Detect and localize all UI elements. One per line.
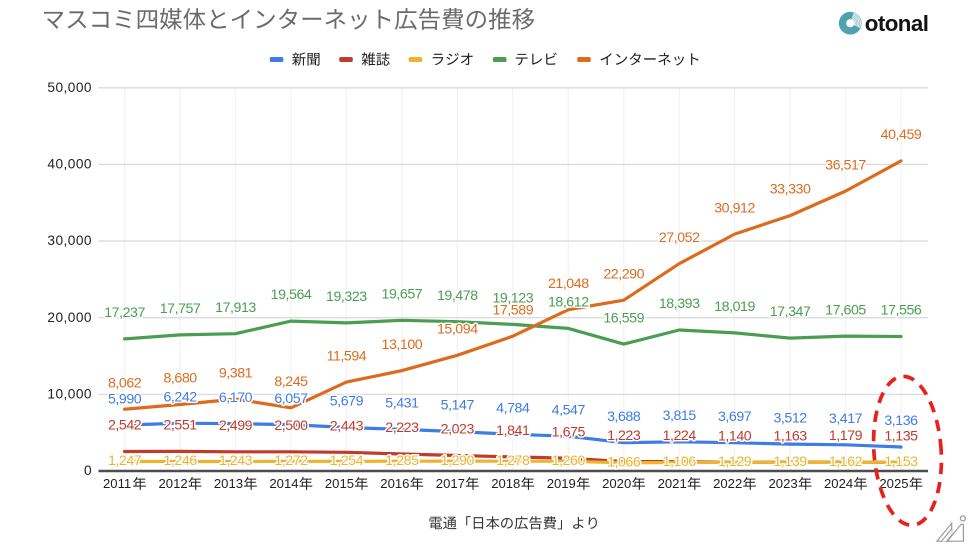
- svg-text:17,589: 17,589: [492, 302, 533, 318]
- svg-text:8,680: 8,680: [163, 371, 197, 387]
- svg-text:5,147: 5,147: [441, 398, 475, 414]
- svg-text:18,393: 18,393: [659, 296, 700, 312]
- svg-text:2024: 2024: [824, 476, 853, 491]
- svg-text:3,136: 3,136: [884, 413, 918, 429]
- svg-text:18,612: 18,612: [548, 295, 589, 311]
- svg-text:1,246: 1,246: [163, 453, 197, 469]
- svg-text:18,019: 18,019: [714, 299, 755, 315]
- svg-text:17,913: 17,913: [215, 300, 256, 316]
- svg-text:33,330: 33,330: [770, 182, 811, 198]
- svg-text:2014: 2014: [269, 476, 298, 491]
- svg-text:1,290: 1,290: [441, 453, 475, 469]
- svg-text:5,431: 5,431: [385, 396, 419, 412]
- svg-text:1,223: 1,223: [607, 428, 641, 444]
- svg-text:3,512: 3,512: [773, 410, 807, 426]
- svg-text:1,179: 1,179: [829, 428, 863, 444]
- svg-text:1,247: 1,247: [108, 453, 142, 469]
- svg-text:2,023: 2,023: [441, 422, 475, 438]
- svg-text:1,675: 1,675: [552, 424, 586, 440]
- svg-text:13,100: 13,100: [382, 337, 423, 353]
- svg-text:40,459: 40,459: [881, 127, 922, 143]
- svg-text:17,556: 17,556: [881, 303, 922, 319]
- svg-text:2016: 2016: [380, 476, 409, 491]
- svg-text:11,594: 11,594: [327, 348, 367, 364]
- svg-text:19,478: 19,478: [437, 288, 478, 304]
- svg-text:2015: 2015: [325, 476, 354, 491]
- svg-text:2,223: 2,223: [385, 420, 419, 436]
- svg-text:1,129: 1,129: [718, 454, 752, 470]
- svg-text:27,052: 27,052: [659, 230, 700, 246]
- svg-text:17,605: 17,605: [825, 302, 866, 318]
- svg-text:50,000: 50,000: [47, 80, 92, 95]
- svg-text:4,784: 4,784: [496, 401, 530, 417]
- svg-text:1,106: 1,106: [663, 454, 697, 470]
- svg-text:2019: 2019: [547, 476, 576, 491]
- svg-text:1,140: 1,140: [718, 428, 752, 444]
- svg-text:1,162: 1,162: [829, 454, 863, 470]
- svg-text:10,000: 10,000: [47, 387, 92, 402]
- svg-text:5,990: 5,990: [108, 391, 142, 407]
- svg-text:1,224: 1,224: [663, 428, 697, 444]
- svg-text:3,815: 3,815: [663, 408, 697, 424]
- svg-text:3,417: 3,417: [829, 411, 863, 427]
- svg-text:2012: 2012: [159, 476, 188, 491]
- svg-text:3,697: 3,697: [718, 409, 752, 425]
- svg-text:6,057: 6,057: [274, 391, 308, 407]
- svg-text:15,094: 15,094: [437, 322, 478, 338]
- svg-text:40,000: 40,000: [47, 157, 92, 172]
- svg-text:1,163: 1,163: [773, 428, 807, 444]
- svg-text:9,381: 9,381: [219, 365, 253, 381]
- svg-text:2021: 2021: [658, 476, 687, 491]
- svg-text:1,841: 1,841: [496, 423, 530, 439]
- svg-text:16,559: 16,559: [603, 310, 644, 326]
- svg-text:2,443: 2,443: [330, 419, 364, 435]
- svg-text:19,123: 19,123: [492, 291, 533, 307]
- svg-text:2020: 2020: [602, 476, 631, 491]
- svg-text:8,245: 8,245: [274, 374, 308, 390]
- svg-text:2,542: 2,542: [108, 418, 142, 434]
- svg-text:20,000: 20,000: [47, 310, 92, 325]
- svg-text:2,500: 2,500: [274, 418, 308, 434]
- svg-text:2025: 2025: [879, 476, 908, 491]
- svg-text:1,153: 1,153: [884, 454, 918, 470]
- svg-text:6,242: 6,242: [163, 389, 197, 405]
- svg-text:36,517: 36,517: [825, 157, 866, 173]
- svg-text:8,062: 8,062: [108, 375, 142, 391]
- svg-text:30,000: 30,000: [47, 233, 92, 248]
- svg-text:22,290: 22,290: [603, 266, 644, 282]
- svg-text:1,243: 1,243: [219, 453, 253, 469]
- svg-text:17,757: 17,757: [160, 301, 201, 317]
- svg-text:2,551: 2,551: [163, 418, 197, 434]
- svg-text:1,066: 1,066: [607, 455, 641, 471]
- svg-text:5,679: 5,679: [330, 394, 364, 410]
- svg-text:19,657: 19,657: [382, 287, 423, 303]
- svg-text:otonal: otonal: [865, 11, 929, 36]
- svg-text:2023: 2023: [769, 476, 798, 491]
- svg-text:0: 0: [84, 463, 92, 478]
- svg-text:1,272: 1,272: [274, 453, 308, 469]
- svg-text:2018: 2018: [491, 476, 520, 491]
- svg-text:17,237: 17,237: [104, 305, 145, 321]
- svg-text:1,254: 1,254: [330, 453, 364, 469]
- svg-text:17,347: 17,347: [770, 304, 811, 320]
- svg-text:2022: 2022: [713, 476, 742, 491]
- svg-text:30,912: 30,912: [714, 200, 755, 216]
- svg-text:4,547: 4,547: [552, 402, 586, 418]
- svg-text:21,048: 21,048: [548, 276, 589, 292]
- svg-text:2,499: 2,499: [219, 418, 253, 434]
- svg-text:1,260: 1,260: [552, 453, 586, 469]
- svg-text:1,135: 1,135: [884, 429, 918, 445]
- svg-text:19,564: 19,564: [271, 287, 312, 303]
- svg-text:2017: 2017: [436, 476, 465, 491]
- svg-text:2013: 2013: [214, 476, 243, 491]
- svg-text:19,323: 19,323: [326, 289, 367, 305]
- svg-text:6,170: 6,170: [219, 390, 253, 406]
- svg-text:1,285: 1,285: [385, 453, 419, 469]
- svg-text:3,688: 3,688: [607, 409, 641, 425]
- svg-text:2011: 2011: [103, 476, 131, 491]
- svg-text:1,139: 1,139: [773, 454, 807, 470]
- svg-text:1,278: 1,278: [496, 453, 530, 469]
